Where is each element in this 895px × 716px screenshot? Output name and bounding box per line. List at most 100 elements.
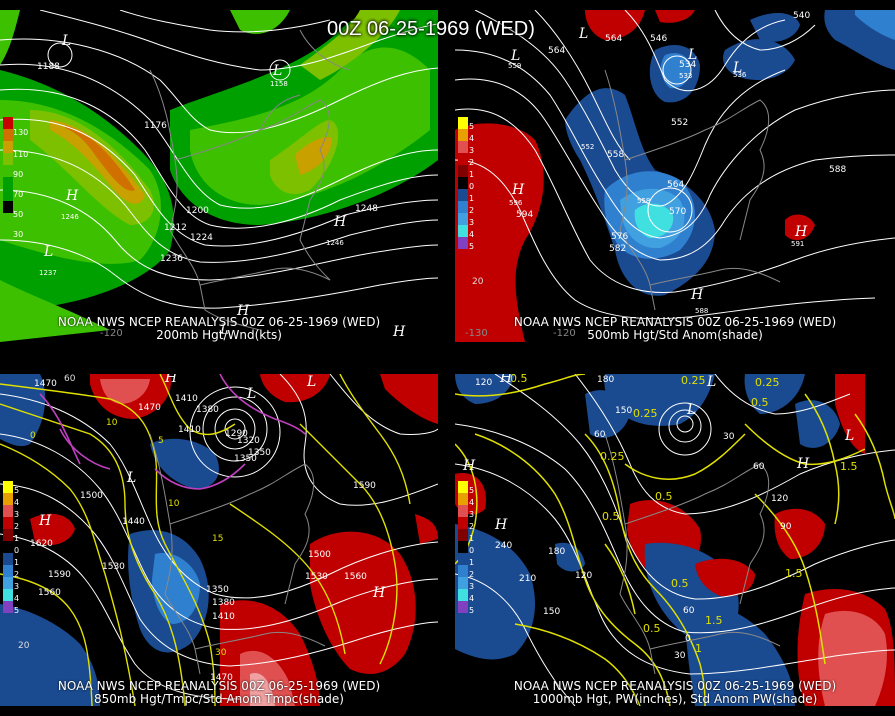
contour-label: 1176 — [144, 121, 167, 131]
caption-500mb: NOAA NWS NCEP REANALYSIS 00Z 06-25-1969 … — [455, 316, 895, 342]
high-marker: H — [373, 585, 386, 601]
contour-label: 0 — [30, 431, 36, 441]
low-marker: L — [688, 47, 698, 63]
scale-label: 70 — [13, 190, 24, 199]
contour-label: 552 — [581, 143, 595, 151]
high-marker: H — [237, 303, 250, 319]
contour-label: 1.5 — [785, 567, 803, 580]
caption-1000mb: NOAA NWS NCEP REANALYSIS 00Z 06-25-1969 … — [455, 680, 895, 706]
scale-label: 2 — [14, 570, 20, 579]
contour-label: 1410 — [175, 394, 198, 404]
scale-label: 30 — [13, 230, 24, 239]
contour-label: 588 — [695, 307, 709, 315]
contour-label: 1470 — [210, 673, 233, 683]
contour-label: 1246 — [326, 239, 344, 247]
contour-label: 1224 — [190, 233, 213, 243]
contour-label: 1470 — [34, 379, 57, 389]
contour-label: 576 — [611, 232, 629, 242]
contour-label: 558 — [637, 197, 651, 205]
scale-label: 2 — [469, 522, 475, 531]
scale-1000mb — [458, 481, 468, 613]
contour-label: 558 — [607, 150, 625, 160]
contour-label: 15 — [212, 534, 224, 544]
longitude-label: -130 — [465, 328, 488, 339]
panel-1000mb: 5 4 3 2 1 0 1 2 3 4 5 120 0.5 180 150 60… — [455, 374, 895, 706]
contour-label: 1440 — [122, 517, 145, 527]
scale-label: 2 — [469, 158, 475, 167]
contour-label: 0.25 — [755, 376, 780, 389]
caption-200mb: NOAA NWS NCEP REANALYSIS 00Z 06-25-1969 … — [0, 316, 438, 342]
contour-label: 60 — [683, 606, 695, 616]
scale-label: 110 — [13, 150, 29, 159]
contour-label: 60 — [64, 374, 76, 384]
contour-label: 5 — [158, 436, 164, 446]
scale-label: 0 — [469, 546, 475, 555]
panel-200mb: 130 110 90 70 50 30 1188 1176 1200 1212 … — [0, 10, 438, 342]
scale-label: 5 — [469, 486, 475, 495]
high-marker: H — [691, 287, 704, 303]
contour-label: 1200 — [186, 206, 209, 216]
scale-label: 0 — [14, 546, 20, 555]
scale-label: 2 — [14, 522, 20, 531]
contour-label: 582 — [609, 244, 627, 254]
contour-label: 10 — [106, 418, 118, 428]
contour-label: 1350 — [234, 454, 257, 464]
contour-label: 564 — [605, 34, 623, 44]
contour-label: 1350 — [248, 448, 271, 458]
contour-label: 588 — [829, 165, 847, 175]
contour-label: 1380 — [196, 405, 219, 415]
contour-label: 0.5 — [510, 374, 528, 385]
page-title: 00Z 06-25-1969 (WED) — [327, 18, 535, 40]
contour-label: 30 — [674, 651, 686, 661]
scale-label: 5 — [14, 606, 20, 615]
scale-label: 50 — [13, 210, 24, 219]
contour-label: 0.25 — [633, 407, 658, 420]
contour-label: 540 — [793, 11, 811, 21]
contour-label: 1246 — [61, 213, 79, 221]
contour-label: 1158 — [270, 80, 288, 88]
scale-label: 5 — [14, 486, 20, 495]
contour-label: 1350 — [206, 585, 229, 595]
scale-label: 5 — [469, 122, 475, 131]
contour-label: 0.5 — [655, 490, 673, 503]
scale-label: 4 — [469, 594, 475, 603]
map-1000mb — [455, 374, 895, 706]
contour-label: 1237 — [39, 269, 57, 277]
high-marker: H — [393, 324, 406, 340]
contour-label: 591 — [791, 240, 805, 248]
caption-850mb: NOAA NWS NCEP REANALYSIS 00Z 06-25-1969 … — [0, 680, 438, 706]
contour-label: 1188 — [37, 62, 60, 72]
low-marker: L — [511, 48, 521, 64]
low-marker: L — [307, 374, 317, 390]
contour-label: 536 — [733, 71, 747, 79]
high-marker: H — [39, 513, 52, 529]
high-marker: H — [500, 374, 513, 386]
caption-line2: 850mb Hgt/Tmpc/Std Anom Tmpc(shade) — [94, 692, 344, 706]
high-marker: H — [165, 374, 178, 386]
low-marker: L — [687, 402, 697, 418]
contour-label: 1.5 — [705, 614, 723, 627]
contour-label: 0.5 — [602, 510, 620, 523]
map-200mb — [0, 10, 438, 342]
contour-label: 210 — [519, 574, 537, 584]
scale-label: 3 — [469, 510, 475, 519]
contour-label: 1530 — [305, 572, 328, 582]
low-marker: L — [44, 244, 54, 260]
low-marker: L — [579, 26, 589, 42]
scale-850mb — [3, 481, 13, 613]
scale-label: 2 — [469, 206, 475, 215]
low-marker: L — [273, 63, 283, 79]
contour-label: 60 — [594, 430, 606, 440]
scale-label: 90 — [13, 170, 24, 179]
caption-line1: NOAA NWS NCEP REANALYSIS 00Z 06-25-1969 … — [513, 679, 837, 693]
contour-label: 0 — [685, 634, 691, 644]
caption-line1: NOAA NWS NCEP REANALYSIS 00Z 06-25-1969 … — [57, 679, 381, 693]
contour-label: 1212 — [164, 223, 187, 233]
contour-label: 180 — [597, 375, 615, 385]
contour-label: 564 — [667, 180, 685, 190]
scale-label: 4 — [469, 498, 475, 507]
contour-label: 546 — [650, 34, 668, 44]
map-500mb — [455, 10, 895, 342]
scale-label: 5 — [469, 242, 475, 251]
scale-label: 3 — [469, 218, 475, 227]
